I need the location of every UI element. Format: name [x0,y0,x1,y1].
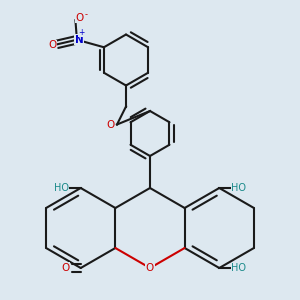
Text: HO: HO [54,183,69,193]
Text: O: O [76,13,84,23]
Text: -: - [84,10,87,19]
Text: N: N [75,35,84,45]
Text: +: + [78,28,85,37]
Text: O: O [48,40,56,50]
Text: HO: HO [231,263,246,273]
Text: HO: HO [231,183,246,193]
Text: O: O [146,263,154,273]
Text: O: O [61,263,70,273]
Text: O: O [106,119,115,130]
